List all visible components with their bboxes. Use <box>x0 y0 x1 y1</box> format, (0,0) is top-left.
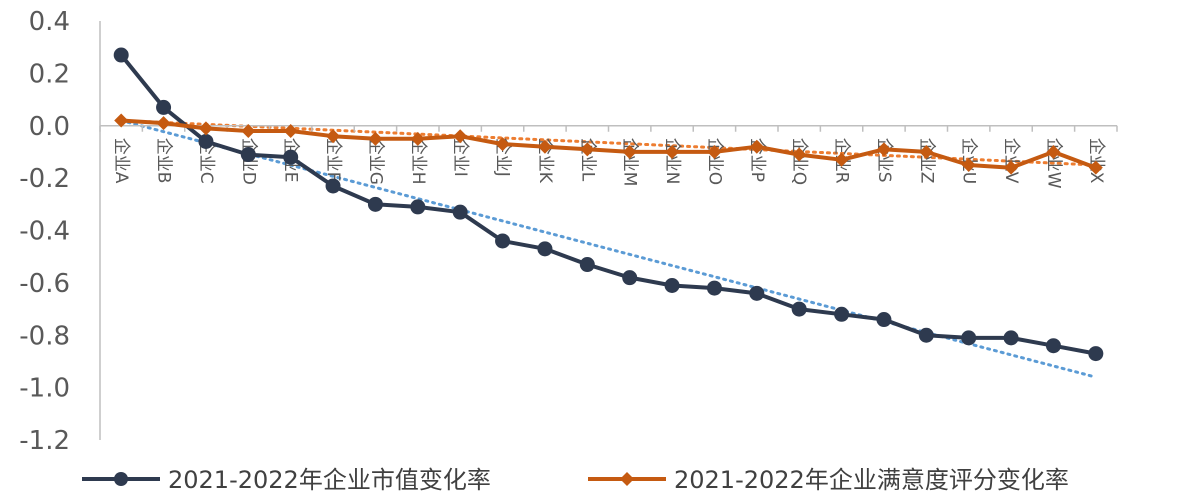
data-point-series-1 <box>198 121 213 136</box>
data-point-series-0 <box>1045 338 1061 354</box>
y-tick-label: -0.6 <box>19 269 70 299</box>
data-point-series-1 <box>453 129 468 144</box>
data-point-series-0 <box>367 196 383 212</box>
x-axis-tick-marks <box>99 125 1118 132</box>
data-point-series-0 <box>834 306 850 322</box>
x-tick-label: 企业G <box>365 138 385 185</box>
legend-marker-satisfaction <box>620 472 634 486</box>
data-point-series-1 <box>792 147 807 162</box>
x-tick-label: 企业I <box>450 138 470 177</box>
x-tick-label: 企业J <box>493 138 513 177</box>
data-point-series-1 <box>1046 144 1061 159</box>
data-point-series-1 <box>665 144 680 159</box>
data-point-series-0 <box>579 257 595 273</box>
data-point-series-1 <box>834 152 849 167</box>
x-tick-label: 企业K <box>535 138 555 184</box>
data-point-series-1 <box>241 123 256 138</box>
data-point-series-0 <box>495 233 511 249</box>
data-point-series-0 <box>961 330 977 346</box>
x-tick-label: 企业N <box>662 138 682 185</box>
data-point-series-1 <box>961 158 976 173</box>
data-point-series-0 <box>749 285 765 301</box>
data-point-series-0 <box>918 327 934 343</box>
x-tick-label: 企业A <box>111 138 131 184</box>
data-point-series-1 <box>368 131 383 146</box>
y-tick-label: -0.2 <box>19 164 70 194</box>
y-axis-tick-labels: 0.4 0.2 0.0 -0.2 -0.4 -0.6 -0.8 -1.0 -1.2 <box>19 7 70 456</box>
x-tick-label: 企业B <box>154 138 174 184</box>
series-line-0 <box>119 53 1097 356</box>
data-point-series-0 <box>156 99 172 115</box>
x-axis-tick-labels: 企业A企业B企业C企业D企业E企业F企业G企业H企业I企业J企业K企业L企业M企… <box>111 138 1106 189</box>
data-point-series-1 <box>326 129 341 144</box>
data-point-series-1 <box>156 116 171 131</box>
y-tick-label: -1.0 <box>19 374 70 404</box>
x-tick-label: 企业F <box>323 138 343 182</box>
data-point-series-0 <box>1003 330 1019 346</box>
data-point-series-1 <box>749 139 764 154</box>
data-point-series-1 <box>114 113 129 128</box>
legend-label-market-cap: 2021-2022年企业市值变化率 <box>168 466 491 494</box>
x-tick-label: 企业Z <box>916 138 936 184</box>
legend: 2021-2022年企业市值变化率 2021-2022年企业满意度评分变化率 <box>82 466 1069 494</box>
data-point-series-0 <box>706 280 722 296</box>
legend-label-satisfaction: 2021-2022年企业满意度评分变化率 <box>674 466 1069 494</box>
data-point-series-0 <box>1088 346 1104 362</box>
trendline-series-1 <box>119 119 1098 167</box>
series-group <box>113 47 1104 362</box>
data-point-series-1 <box>1004 160 1019 175</box>
data-point-series-0 <box>664 277 680 293</box>
legend-marker-market-cap <box>114 472 128 486</box>
y-tick-label: -1.2 <box>19 426 70 456</box>
data-point-series-0 <box>198 133 214 149</box>
y-tick-label: 0.2 <box>29 59 70 89</box>
data-point-series-1 <box>1088 160 1103 175</box>
data-point-series-0 <box>452 204 468 220</box>
data-point-series-0 <box>622 270 638 286</box>
series-line-1 <box>121 118 1097 170</box>
data-point-series-0 <box>240 147 256 163</box>
data-point-series-1 <box>537 139 552 154</box>
data-point-series-1 <box>876 142 891 157</box>
y-tick-label: -0.8 <box>19 321 70 351</box>
data-point-series-0 <box>876 312 892 328</box>
data-point-series-0 <box>791 301 807 317</box>
data-point-series-1 <box>622 144 637 159</box>
data-point-series-0 <box>410 199 426 215</box>
data-point-series-1 <box>495 137 510 152</box>
y-tick-label: 0.0 <box>29 112 70 142</box>
y-tick-label: -0.4 <box>19 217 70 247</box>
data-point-series-1 <box>283 123 298 138</box>
data-point-series-1 <box>410 131 425 146</box>
data-point-series-0 <box>283 149 299 165</box>
data-point-series-0 <box>113 47 129 63</box>
data-point-series-1 <box>707 144 722 159</box>
y-tick-label: 0.4 <box>29 7 70 37</box>
data-point-series-1 <box>919 144 934 159</box>
x-tick-label: 企业H <box>408 138 428 185</box>
data-point-series-0 <box>537 241 553 257</box>
x-tick-label: 企业O <box>704 138 724 185</box>
data-point-series-0 <box>325 178 341 194</box>
data-point-series-1 <box>580 142 595 157</box>
x-tick-label: 企业C <box>196 138 216 184</box>
